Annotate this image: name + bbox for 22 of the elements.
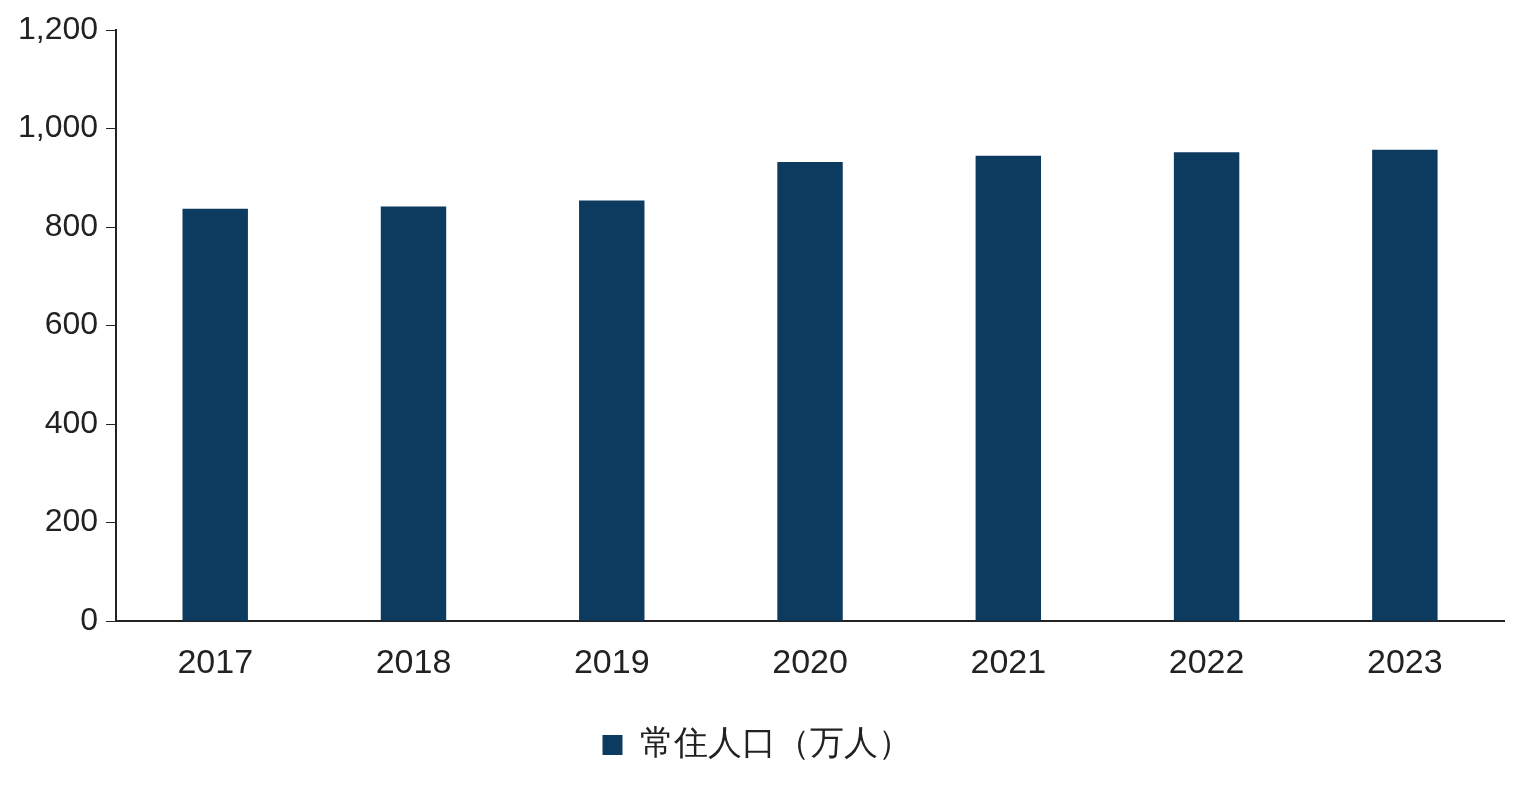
x-tick-label: 2023: [1367, 641, 1443, 680]
bar: [777, 162, 843, 621]
y-tick-label: 600: [44, 305, 99, 342]
x-tick-label: 2019: [573, 641, 650, 680]
x-tick-label: 2020: [772, 641, 848, 680]
bar: [182, 208, 248, 621]
y-tick-label: 400: [44, 403, 99, 440]
x-tick-label: 2022: [1168, 641, 1245, 680]
x-tick-label: 2017: [177, 641, 254, 680]
bar: [380, 206, 447, 621]
y-tick-label: 0: [80, 601, 99, 638]
x-tick-label: 2018: [375, 641, 452, 680]
x-tick-label: 2021: [970, 641, 1047, 680]
bar: [975, 155, 1042, 621]
y-tick-label: 200: [44, 502, 99, 539]
y-tick-label: 800: [44, 206, 99, 243]
y-tick-label: 1,200: [18, 9, 99, 46]
legend-label: 常住人口（万人）: [639, 723, 912, 762]
bar: [579, 200, 645, 621]
y-tick-label: 1,000: [18, 108, 99, 145]
bar: [1173, 152, 1240, 621]
bar: [1372, 149, 1438, 621]
